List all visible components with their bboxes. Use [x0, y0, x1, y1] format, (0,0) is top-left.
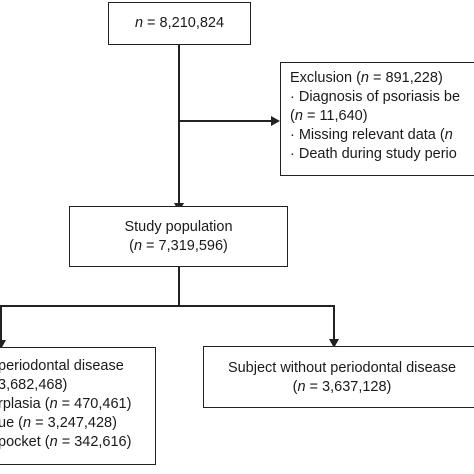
total-value: = 8,210,824 — [143, 15, 225, 31]
arrow-to-with-pd — [0, 340, 6, 349]
without-pd-count: (n = 3,637,128) — [292, 379, 392, 395]
exclusion-item-psoriasis: · Diagnosis of psoriasis be — [290, 89, 461, 105]
with-periodontal-disease-box: periodontal disease 3,682,468) rplasia (… — [0, 347, 156, 465]
total-box: n = 8,210,824 — [108, 2, 251, 45]
exclusion-item-psoriasis-count: (n = 11,640) — [290, 108, 368, 124]
with-pd-count: 3,682,468) — [0, 377, 68, 393]
connector-total-to-study — [178, 44, 180, 206]
exclusion-item-missing-data: · Missing relevant data (n — [290, 127, 453, 143]
arrow-to-without-pd — [329, 339, 339, 348]
study-population-box: Study population (n = 7,319,596) — [69, 206, 288, 267]
without-periodontal-disease-box: Subject without periodontal disease (n =… — [203, 346, 474, 408]
exclusion-box: Exclusion (n = 891,228) · Diagnosis of p… — [280, 62, 474, 176]
with-pd-hyperplasia: rplasia (n = 470,461) — [0, 396, 132, 412]
connector-left-branch — [0, 305, 2, 343]
connector-to-exclusion — [178, 120, 272, 122]
study-population-count: (n = 7,319,596) — [129, 238, 228, 254]
with-pd-tissue: ue (n = 3,247,428) — [0, 415, 117, 431]
without-pd-title: Subject without periodontal disease — [227, 360, 457, 376]
arrow-to-exclusion — [271, 116, 280, 126]
connector-branch — [0, 305, 334, 307]
with-pd-title: periodontal disease — [0, 358, 124, 374]
total-n-symbol: n — [134, 15, 144, 31]
exclusion-title: Exclusion (n = 891,228) — [290, 70, 443, 86]
connector-right-branch — [333, 305, 335, 342]
exclusion-item-death: · Death during study perio — [290, 146, 457, 162]
connector-study-down — [178, 266, 180, 306]
with-pd-pocket: pocket (n = 342,616) — [0, 434, 132, 450]
study-population-title: Study population — [124, 219, 233, 235]
